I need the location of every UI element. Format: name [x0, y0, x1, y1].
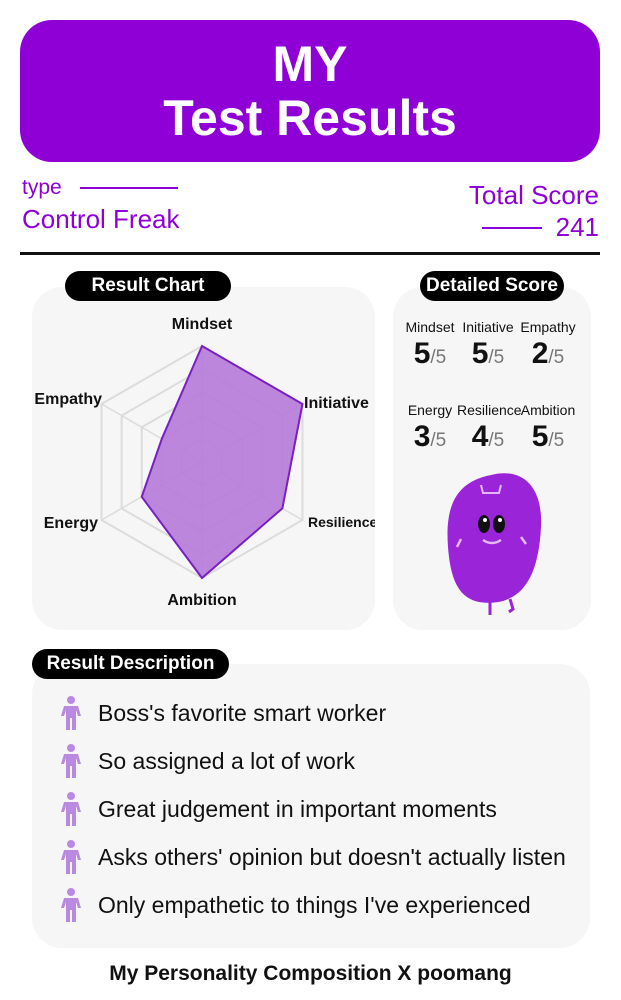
- score-value: 5/5: [471, 337, 505, 370]
- score-value: 5/5: [413, 337, 447, 370]
- mascot-illustration: [447, 473, 542, 615]
- axis-label-energy: Energy: [44, 515, 98, 532]
- type-label: type: [22, 176, 62, 199]
- person-icon: [61, 792, 81, 826]
- score-empathy: Empathy 2/5: [517, 319, 579, 371]
- result-chart-panel: Mindset Initiative Resilience Ambition Energ…: [32, 287, 377, 630]
- result-chart-title: Result Chart: [65, 271, 231, 301]
- person-icon: [61, 696, 81, 730]
- total-score-divider: [482, 227, 542, 229]
- description-item: Great judgement in important moments: [60, 792, 497, 826]
- footer-text: My Personality Composition X poomang: [109, 962, 512, 985]
- axis-label-ambition: Ambition: [167, 592, 236, 609]
- detailed-score-panel: Mindset 5/5 Initiative 5/5 Empathy 2/5 Energy 3…: [393, 287, 591, 630]
- axis-label-resilience: Resilience: [308, 514, 375, 530]
- description-text: Great judgement in important moments: [98, 795, 497, 822]
- axis-label-empathy: Empathy: [34, 391, 102, 408]
- score-value: 5/5: [531, 420, 565, 453]
- score-name: Initiative: [462, 319, 514, 335]
- result-description-title: Result Description: [32, 649, 229, 679]
- radar-chart: Mindset Initiative Resilience Ambition Energ…: [34, 316, 377, 609]
- score-value: 3/5: [413, 420, 447, 453]
- score-resilience: Resilience 4/5: [457, 402, 522, 454]
- score-energy: Energy 3/5: [399, 402, 461, 454]
- section-divider: [20, 252, 600, 255]
- total-score-label: Total Score: [468, 180, 599, 210]
- score-value: 4/5: [471, 420, 505, 453]
- score-name: Energy: [407, 402, 453, 418]
- description-text: Only empathetic to things I've experienc…: [98, 891, 531, 918]
- person-icon: [61, 840, 81, 874]
- score-name: Empathy: [520, 319, 576, 335]
- axis-label-mindset: Mindset: [172, 316, 233, 333]
- type-divider: [80, 187, 178, 189]
- description-text: Asks others' opinion but doesn't actuall…: [98, 843, 566, 870]
- description-text: Boss's favorite smart worker: [98, 699, 387, 726]
- axis-label-initiative: Initiative: [304, 395, 369, 412]
- description-text: So assigned a lot of work: [98, 747, 355, 774]
- title-line-1: MY: [272, 36, 348, 92]
- score-name: Resilience: [457, 402, 522, 418]
- score-name: Mindset: [405, 319, 455, 335]
- description-item: Boss's favorite smart worker: [60, 696, 386, 730]
- score-name: Ambition: [520, 402, 576, 418]
- description-item: So assigned a lot of work: [60, 744, 355, 778]
- total-score-value: 241: [555, 212, 599, 242]
- description-item: Only empathetic to things I've experienc…: [60, 888, 531, 922]
- score-initiative: Initiative 5/5: [457, 319, 519, 371]
- description-item: Asks others' opinion but doesn't actuall…: [60, 840, 566, 874]
- person-icon: [61, 744, 81, 778]
- detailed-score-title: Detailed Score: [420, 271, 564, 301]
- data-polygon: [140, 344, 304, 580]
- title-line-2: Test Results: [163, 90, 457, 146]
- score-value: 2/5: [531, 337, 565, 370]
- title-banner: MY Test Results: [20, 20, 600, 162]
- score-ambition: Ambition 5/5: [517, 402, 579, 454]
- type-value: Control Freak: [22, 204, 180, 234]
- score-mindset: Mindset 5/5: [399, 319, 461, 371]
- person-icon: [61, 888, 81, 922]
- result-description-panel: [32, 664, 590, 948]
